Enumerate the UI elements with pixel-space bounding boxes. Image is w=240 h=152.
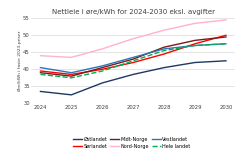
Line: Midt-Norge: Midt-Norge — [41, 37, 226, 76]
Hele landet — [163, 50, 166, 52]
Vestlandet — [224, 43, 227, 45]
Østlandet — [70, 94, 73, 96]
Sørlandet — [39, 70, 42, 72]
Hele landet — [101, 70, 104, 72]
Line: Sørlandet: Sørlandet — [41, 35, 226, 74]
Midt-Norge — [132, 58, 135, 60]
Østlandet — [163, 67, 166, 69]
Sørlandet — [70, 74, 73, 75]
Vestlandet — [163, 48, 166, 50]
Midt-Norge — [39, 72, 42, 74]
Østlandet — [101, 82, 104, 84]
Nord-Norge — [39, 55, 42, 57]
Hele landet — [132, 60, 135, 62]
Y-axis label: Øre/kWh i faste 2023-priser: Øre/kWh i faste 2023-priser — [18, 31, 22, 91]
Line: Hele landet: Hele landet — [41, 44, 226, 78]
Midt-Norge — [101, 67, 104, 69]
Vestlandet — [132, 57, 135, 58]
Nord-Norge — [70, 57, 73, 58]
Line: Nord-Norge: Nord-Norge — [41, 20, 226, 57]
Vestlandet — [194, 45, 197, 46]
Sørlandet — [132, 62, 135, 63]
Nord-Norge — [132, 38, 135, 40]
Hele landet — [194, 45, 197, 46]
Nord-Norge — [194, 22, 197, 24]
Hele landet — [39, 74, 42, 75]
Hele landet — [224, 43, 227, 45]
Østlandet — [132, 74, 135, 75]
Midt-Norge — [70, 75, 73, 77]
Vestlandet — [70, 72, 73, 74]
Sørlandet — [101, 68, 104, 70]
Line: Vestlandet: Vestlandet — [41, 44, 226, 73]
Midt-Norge — [194, 40, 197, 41]
Midt-Norge — [224, 36, 227, 38]
Nord-Norge — [101, 48, 104, 50]
Vestlandet — [101, 65, 104, 67]
Vestlandet — [39, 67, 42, 69]
Sørlandet — [194, 43, 197, 45]
Midt-Norge — [163, 46, 166, 48]
Line: Østlandet: Østlandet — [41, 61, 226, 95]
Legend: Østlandet, Sørlandet, Midt-Norge, Nord-Norge, Vestlandet, Hele landet: Østlandet, Sørlandet, Midt-Norge, Nord-N… — [73, 136, 191, 150]
Title: Nettleie i øre/kWh for 2024-2030 eksl. avgifter: Nettleie i øre/kWh for 2024-2030 eksl. a… — [52, 9, 215, 15]
Østlandet — [194, 62, 197, 63]
Hele landet — [70, 77, 73, 79]
Østlandet — [224, 60, 227, 62]
Nord-Norge — [163, 29, 166, 31]
Østlandet — [39, 91, 42, 92]
Sørlandet — [163, 53, 166, 55]
Sørlandet — [224, 34, 227, 36]
Nord-Norge — [224, 19, 227, 21]
